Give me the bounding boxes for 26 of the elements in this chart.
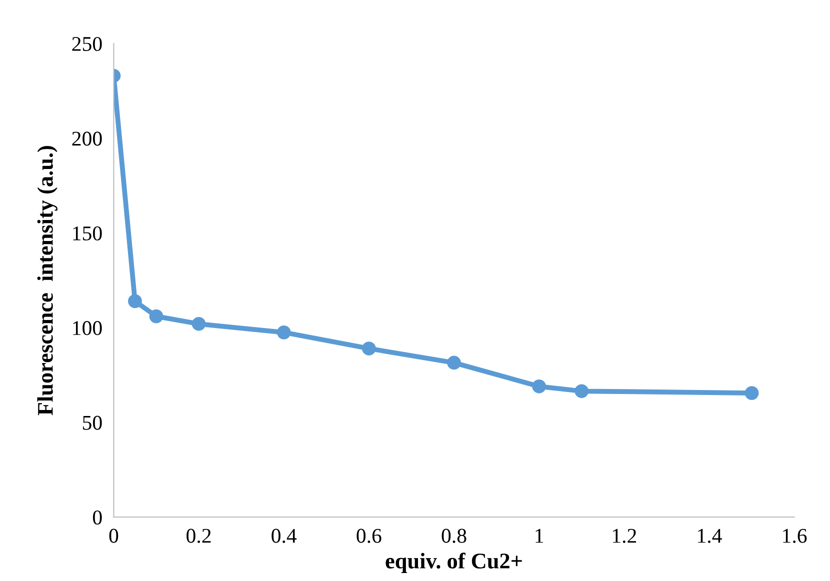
x-tick-label: 1.4 bbox=[698, 528, 722, 543]
point bbox=[532, 379, 546, 394]
point bbox=[149, 309, 164, 324]
x-tick-label: 1 bbox=[536, 528, 544, 543]
point bbox=[192, 316, 206, 331]
x-tick-label: 0 bbox=[109, 528, 118, 543]
x-tick-label: 0.2 bbox=[186, 528, 211, 543]
point bbox=[362, 342, 376, 356]
point bbox=[447, 356, 461, 370]
x-tick-label: 1.2 bbox=[612, 528, 636, 543]
y-tick-label: 250 bbox=[72, 36, 102, 52]
y-axis-title: Fluorescence intensity (a.u.) bbox=[37, 146, 58, 416]
y-tick-label: 50 bbox=[82, 416, 102, 430]
point bbox=[574, 384, 589, 398]
y-tick-label: 0 bbox=[92, 510, 102, 525]
point bbox=[744, 386, 759, 400]
x-tick-label: 0.6 bbox=[356, 528, 382, 543]
y-tick-label: 100 bbox=[73, 321, 102, 336]
y-tick-label: 200 bbox=[72, 132, 102, 146]
x-axis-title: equiv. of Cu2+ bbox=[386, 552, 522, 574]
x-tick-label: 0.4 bbox=[272, 528, 297, 543]
y-tick-label: 150 bbox=[73, 226, 102, 240]
point bbox=[276, 325, 291, 340]
x-tick-label: 1.6 bbox=[783, 528, 807, 543]
x-tick-label: 0.8 bbox=[442, 528, 466, 543]
point bbox=[128, 294, 142, 308]
